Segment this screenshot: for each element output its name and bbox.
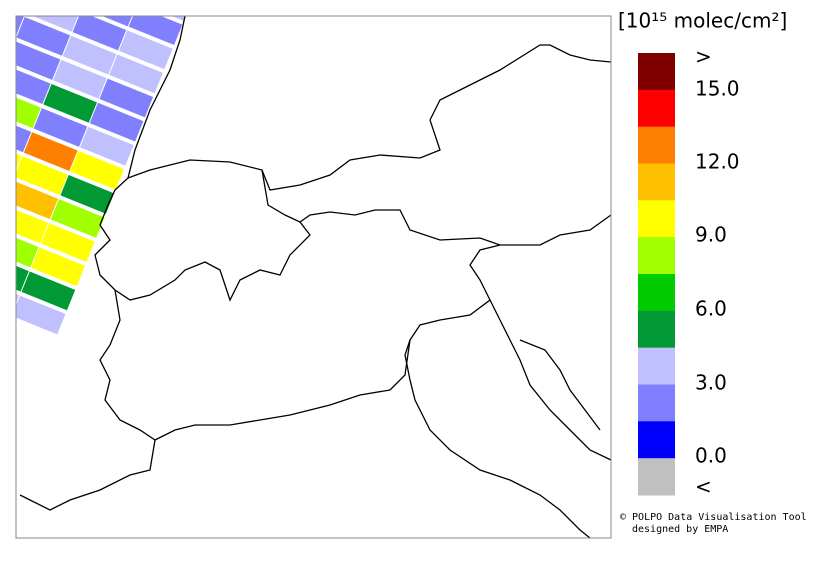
- colorbar-label: 15.0: [695, 77, 740, 101]
- colorbar-segment: [638, 89, 675, 128]
- colorbar: >15.0 12.0 9.0 6.0 3.0 0.0 <: [638, 45, 740, 499]
- swath-pixel: [0, 47, 4, 86]
- swath-pixel: [40, 223, 95, 263]
- swath-pixel: [36, 0, 90, 8]
- swath-pixel: [16, 113, 32, 153]
- colorbar-segment: [638, 274, 675, 312]
- swath-pixel: [16, 65, 51, 105]
- swath-pixel: [26, 16, 80, 32]
- colorbar-segment: [638, 310, 675, 349]
- swath-pixel: [23, 132, 78, 171]
- colorbar-label: 3.0: [695, 371, 727, 395]
- colorbar-unit: [10¹⁵ molec/cm²]: [618, 9, 787, 33]
- colorbar-segment: [638, 347, 675, 385]
- swath-pixel: [92, 0, 146, 2]
- swath-pixel: [118, 30, 173, 70]
- swath-pixel: [16, 17, 71, 56]
- colorbar-segment: [638, 53, 675, 91]
- colorbar-segment: [638, 421, 675, 459]
- swath-pixel: [60, 175, 115, 214]
- swath-pixel: [21, 271, 76, 311]
- swath-pixel: [16, 180, 59, 220]
- swath-pixel: [82, 16, 136, 27]
- swath-pixel: [50, 199, 105, 238]
- swath-pixel: [16, 295, 66, 335]
- swath-pixel: [16, 89, 41, 129]
- swath-pixel: [99, 78, 154, 118]
- swath-pixel: [0, 22, 14, 61]
- swath-pixel: [70, 150, 124, 190]
- colorbar-label: 0.0: [695, 444, 727, 468]
- colorbar-label: 6.0: [695, 297, 727, 321]
- swath-pixel: [0, 186, 2, 225]
- swath-pixel: [62, 35, 117, 75]
- swath-pixel: [43, 83, 97, 123]
- swath-pixel: [128, 16, 183, 46]
- swath-pixel: [109, 54, 163, 94]
- swath-pixel: [16, 156, 68, 196]
- map-frame: [15, 15, 612, 539]
- colorbar-segment: [638, 126, 675, 164]
- satellite-swath: [0, 0, 193, 335]
- colorbar-label: >: [695, 45, 712, 69]
- swath-pixel: [53, 59, 107, 99]
- swath-pixel: [33, 108, 88, 147]
- country-borders: [19, 16, 611, 538]
- swath-pixel: [79, 126, 134, 166]
- swath-pixel: [16, 41, 61, 80]
- swath-pixel: [16, 228, 39, 268]
- swath-pixel: [31, 247, 85, 287]
- swath-pixel: [72, 16, 127, 51]
- swath-pixel: [89, 102, 144, 142]
- colorbar-segment: [638, 237, 675, 275]
- colorbar-segment: [638, 200, 675, 238]
- colorbar-label: 12.0: [695, 150, 740, 174]
- swath-pixel: [0, 0, 33, 13]
- swath-pixel: [16, 204, 49, 244]
- credit-line: © POLPO Data Visualisation Tool: [620, 512, 807, 523]
- colorbar-segment: [638, 384, 675, 422]
- swath-pixel: [0, 162, 12, 201]
- credit-line: designed by EMPA: [632, 524, 728, 535]
- colorbar-label: 9.0: [695, 223, 727, 247]
- swath-rows: [0, 0, 193, 335]
- colorbar-segment: [638, 163, 675, 201]
- colorbar-label: <: [695, 475, 712, 499]
- colorbar-segment: [638, 458, 675, 496]
